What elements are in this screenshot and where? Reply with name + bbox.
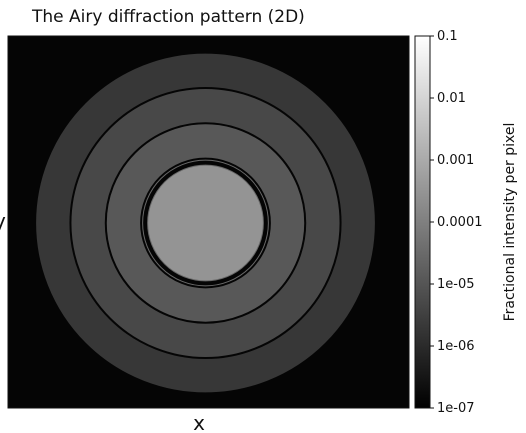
colorbar (414, 35, 431, 409)
colorbar-tick-label: 0.001 (437, 153, 474, 168)
colorbar-tick-label: 1e-06 (437, 339, 475, 354)
x-axis-label: x (193, 411, 205, 433)
airy-dark-ring (143, 160, 268, 286)
airy-rings (36, 53, 375, 393)
colorbar-tick-label: 0.1 (437, 29, 458, 44)
y-axis-label: y (0, 209, 6, 233)
colorbar-tick-label: 0.0001 (437, 215, 483, 230)
airy-bright-ring (71, 88, 340, 358)
colorbar-tick-label: 1e-07 (437, 401, 475, 416)
airy-bright-ring (106, 124, 305, 322)
chart-title: The Airy diffraction pattern (2D) (31, 7, 305, 27)
colorbar-tick-label: 1e-05 (437, 277, 475, 292)
colorbar-ticks: 0.1 0.01 0.001 0.0001 1e-05 1e-06 1e-07 (430, 29, 483, 416)
airy-bright-ring (36, 53, 375, 393)
airy-central-disc (148, 165, 263, 281)
colorbar-tick-label: 0.01 (437, 91, 466, 106)
colorbar-label: Fractional intensity per pixel (502, 123, 518, 322)
